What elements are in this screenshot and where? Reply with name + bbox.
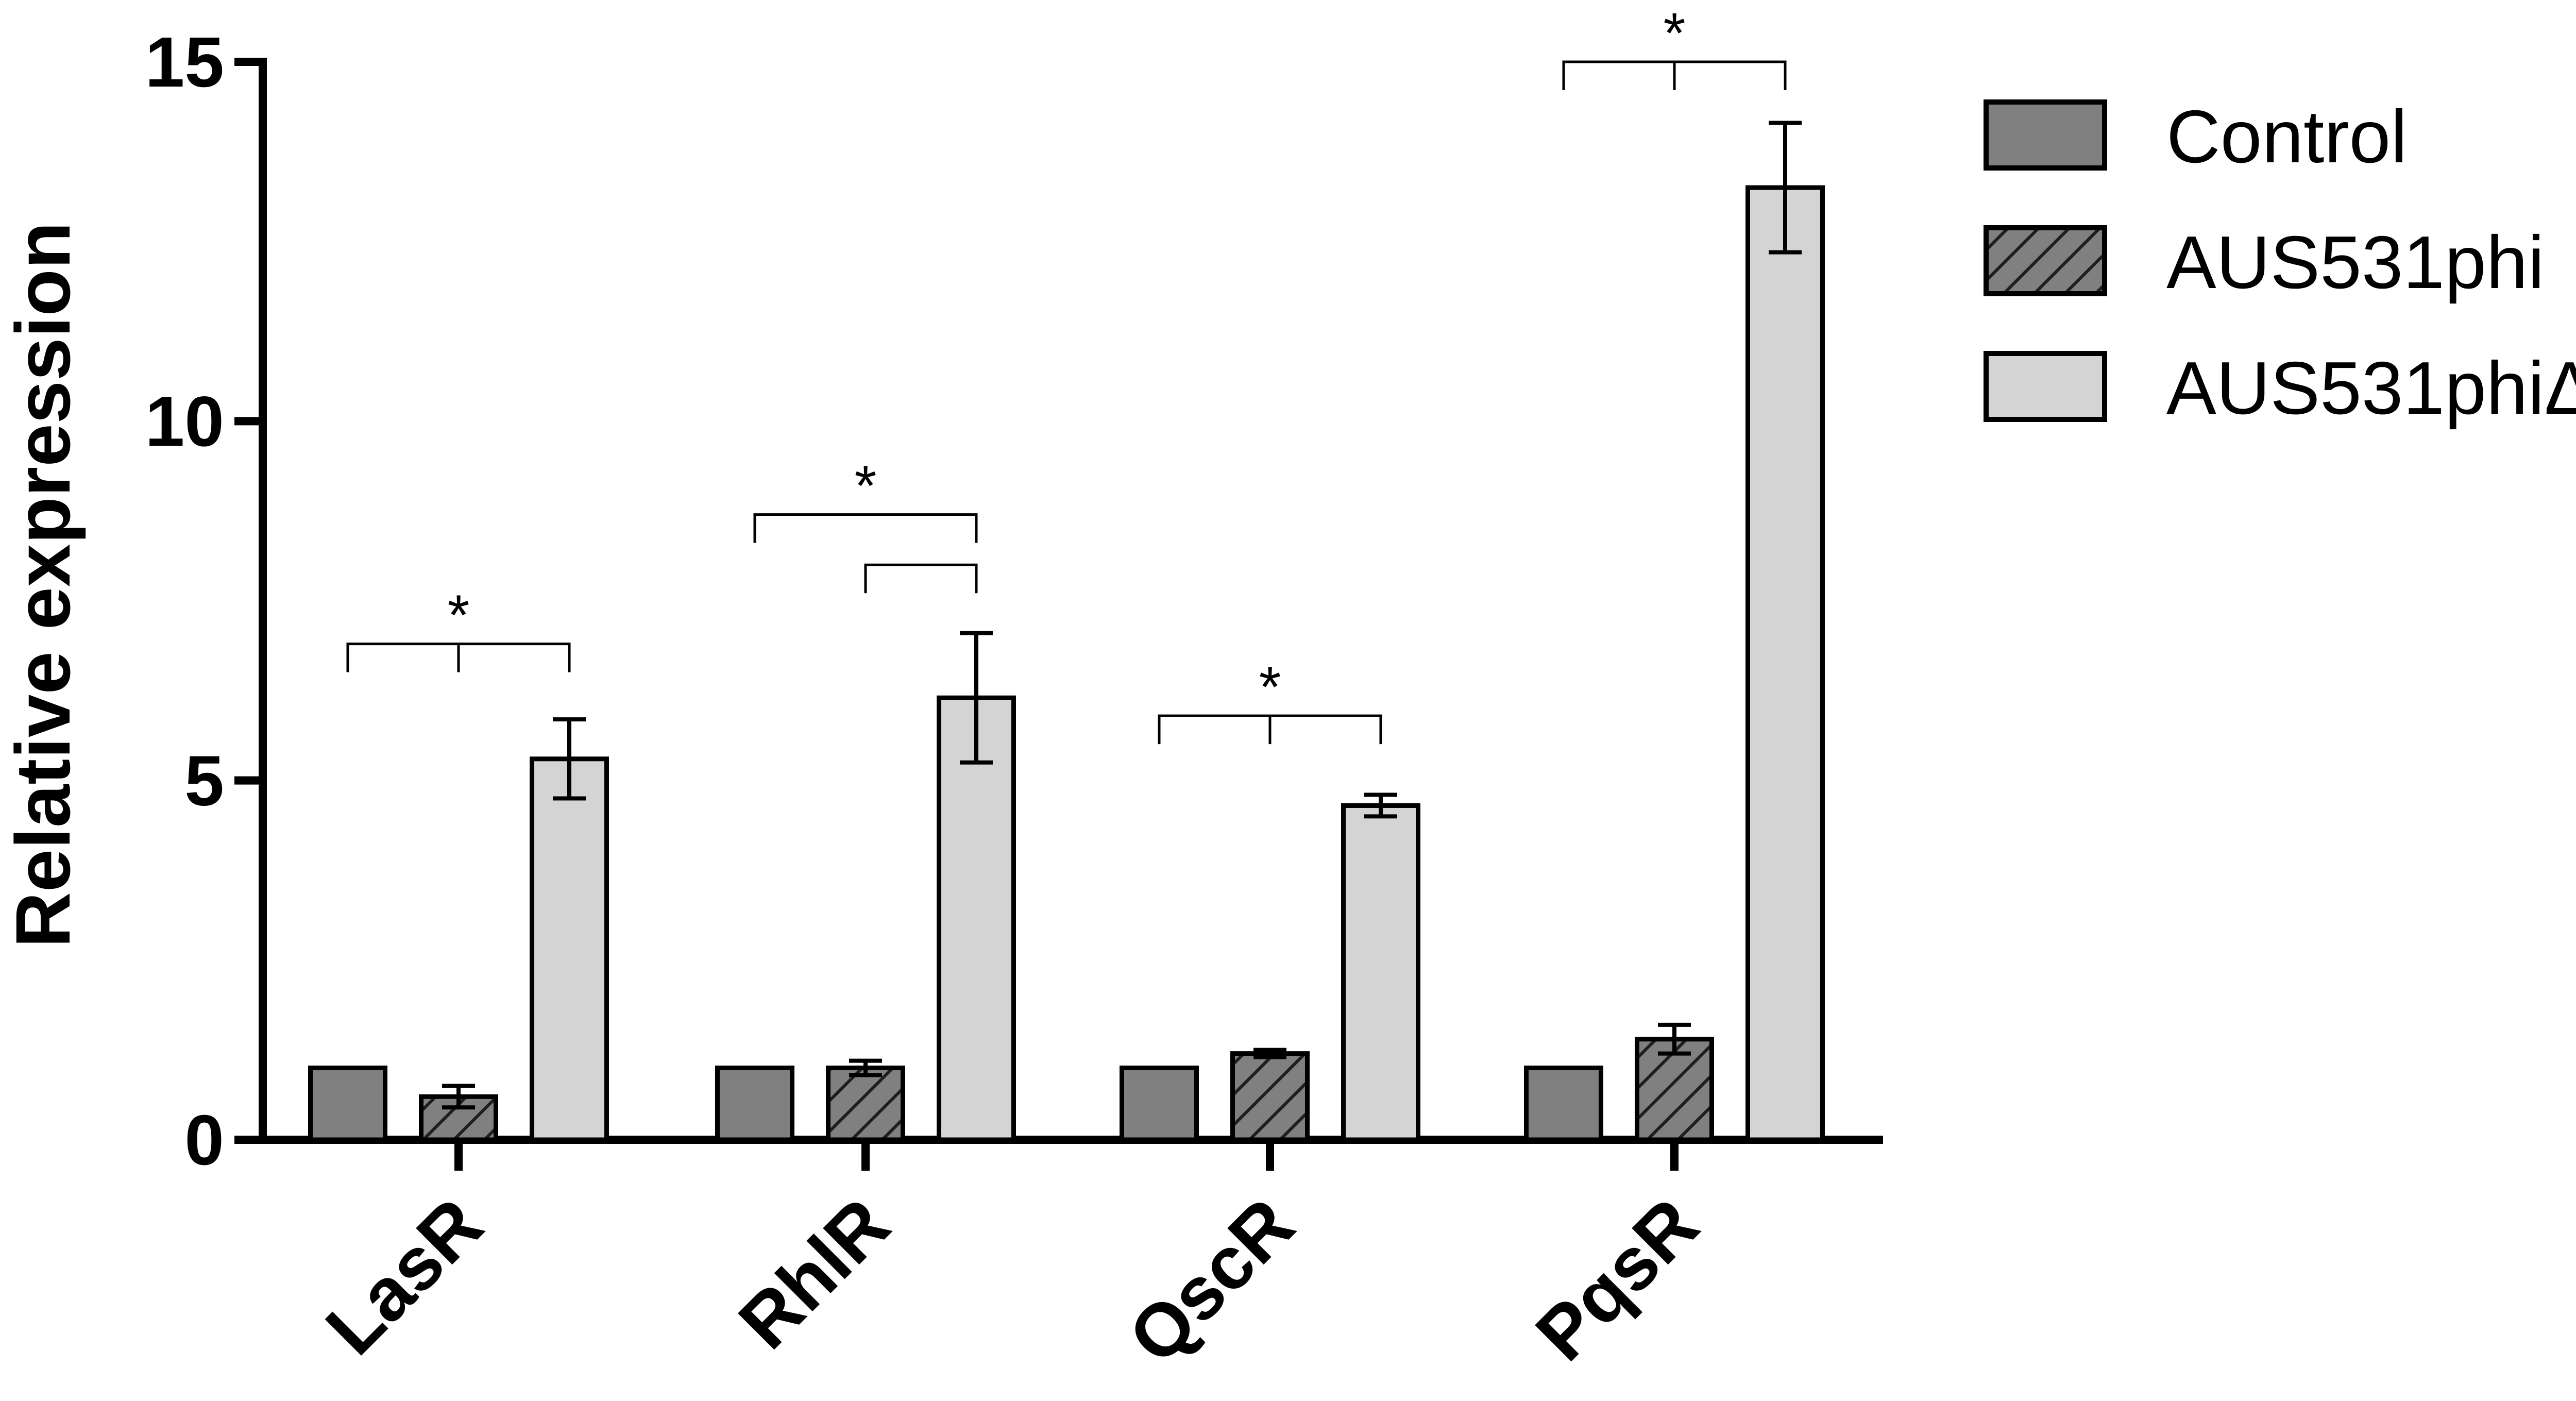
significance-star: * [1664,2,1686,65]
bar [937,695,1016,1142]
bars [308,121,1825,1142]
bar [1120,1066,1199,1142]
y-tick-label: 10 [145,382,225,461]
legend-swatch-control [1984,99,2107,171]
significance-brackets: * * * * [346,2,1787,745]
bar [1745,185,1825,1142]
y-tick-label: 5 [184,741,224,821]
bar [308,1066,387,1142]
x-tick-label: QscR [1113,1182,1310,1379]
legend: Control AUS531phi AUS531phiΔbci [1984,95,2576,430]
significance-bracket [753,513,978,543]
y-axis-label: Relative expression [0,222,86,948]
legend-label-control: Control [2166,95,2407,178]
bar [530,756,609,1142]
significance-bracket [864,563,978,594]
significance-star: * [1259,655,1281,719]
bar [1524,1066,1603,1142]
bar [715,1066,794,1142]
bar [1635,1037,1714,1142]
significance-star: * [855,454,877,518]
bar [826,1066,905,1142]
bar [1341,803,1420,1142]
y-tick-label: 15 [145,23,225,102]
legend-label-aus531phi-dbci: AUS531phiΔbci [2166,346,2576,430]
x-tick-label: LasR [310,1182,498,1370]
legend-swatch-aus531phi [1984,225,2107,296]
x-tick-label: PqsR [1520,1182,1714,1376]
bar [1230,1051,1310,1142]
x-tick-label: RhlR [723,1182,905,1364]
significance-star: * [448,584,470,647]
legend-label-aus531phi: AUS531phi [2166,221,2545,304]
legend-swatch-aus531phi-dbci [1984,351,2107,422]
y-tick-label: 0 [184,1101,224,1180]
